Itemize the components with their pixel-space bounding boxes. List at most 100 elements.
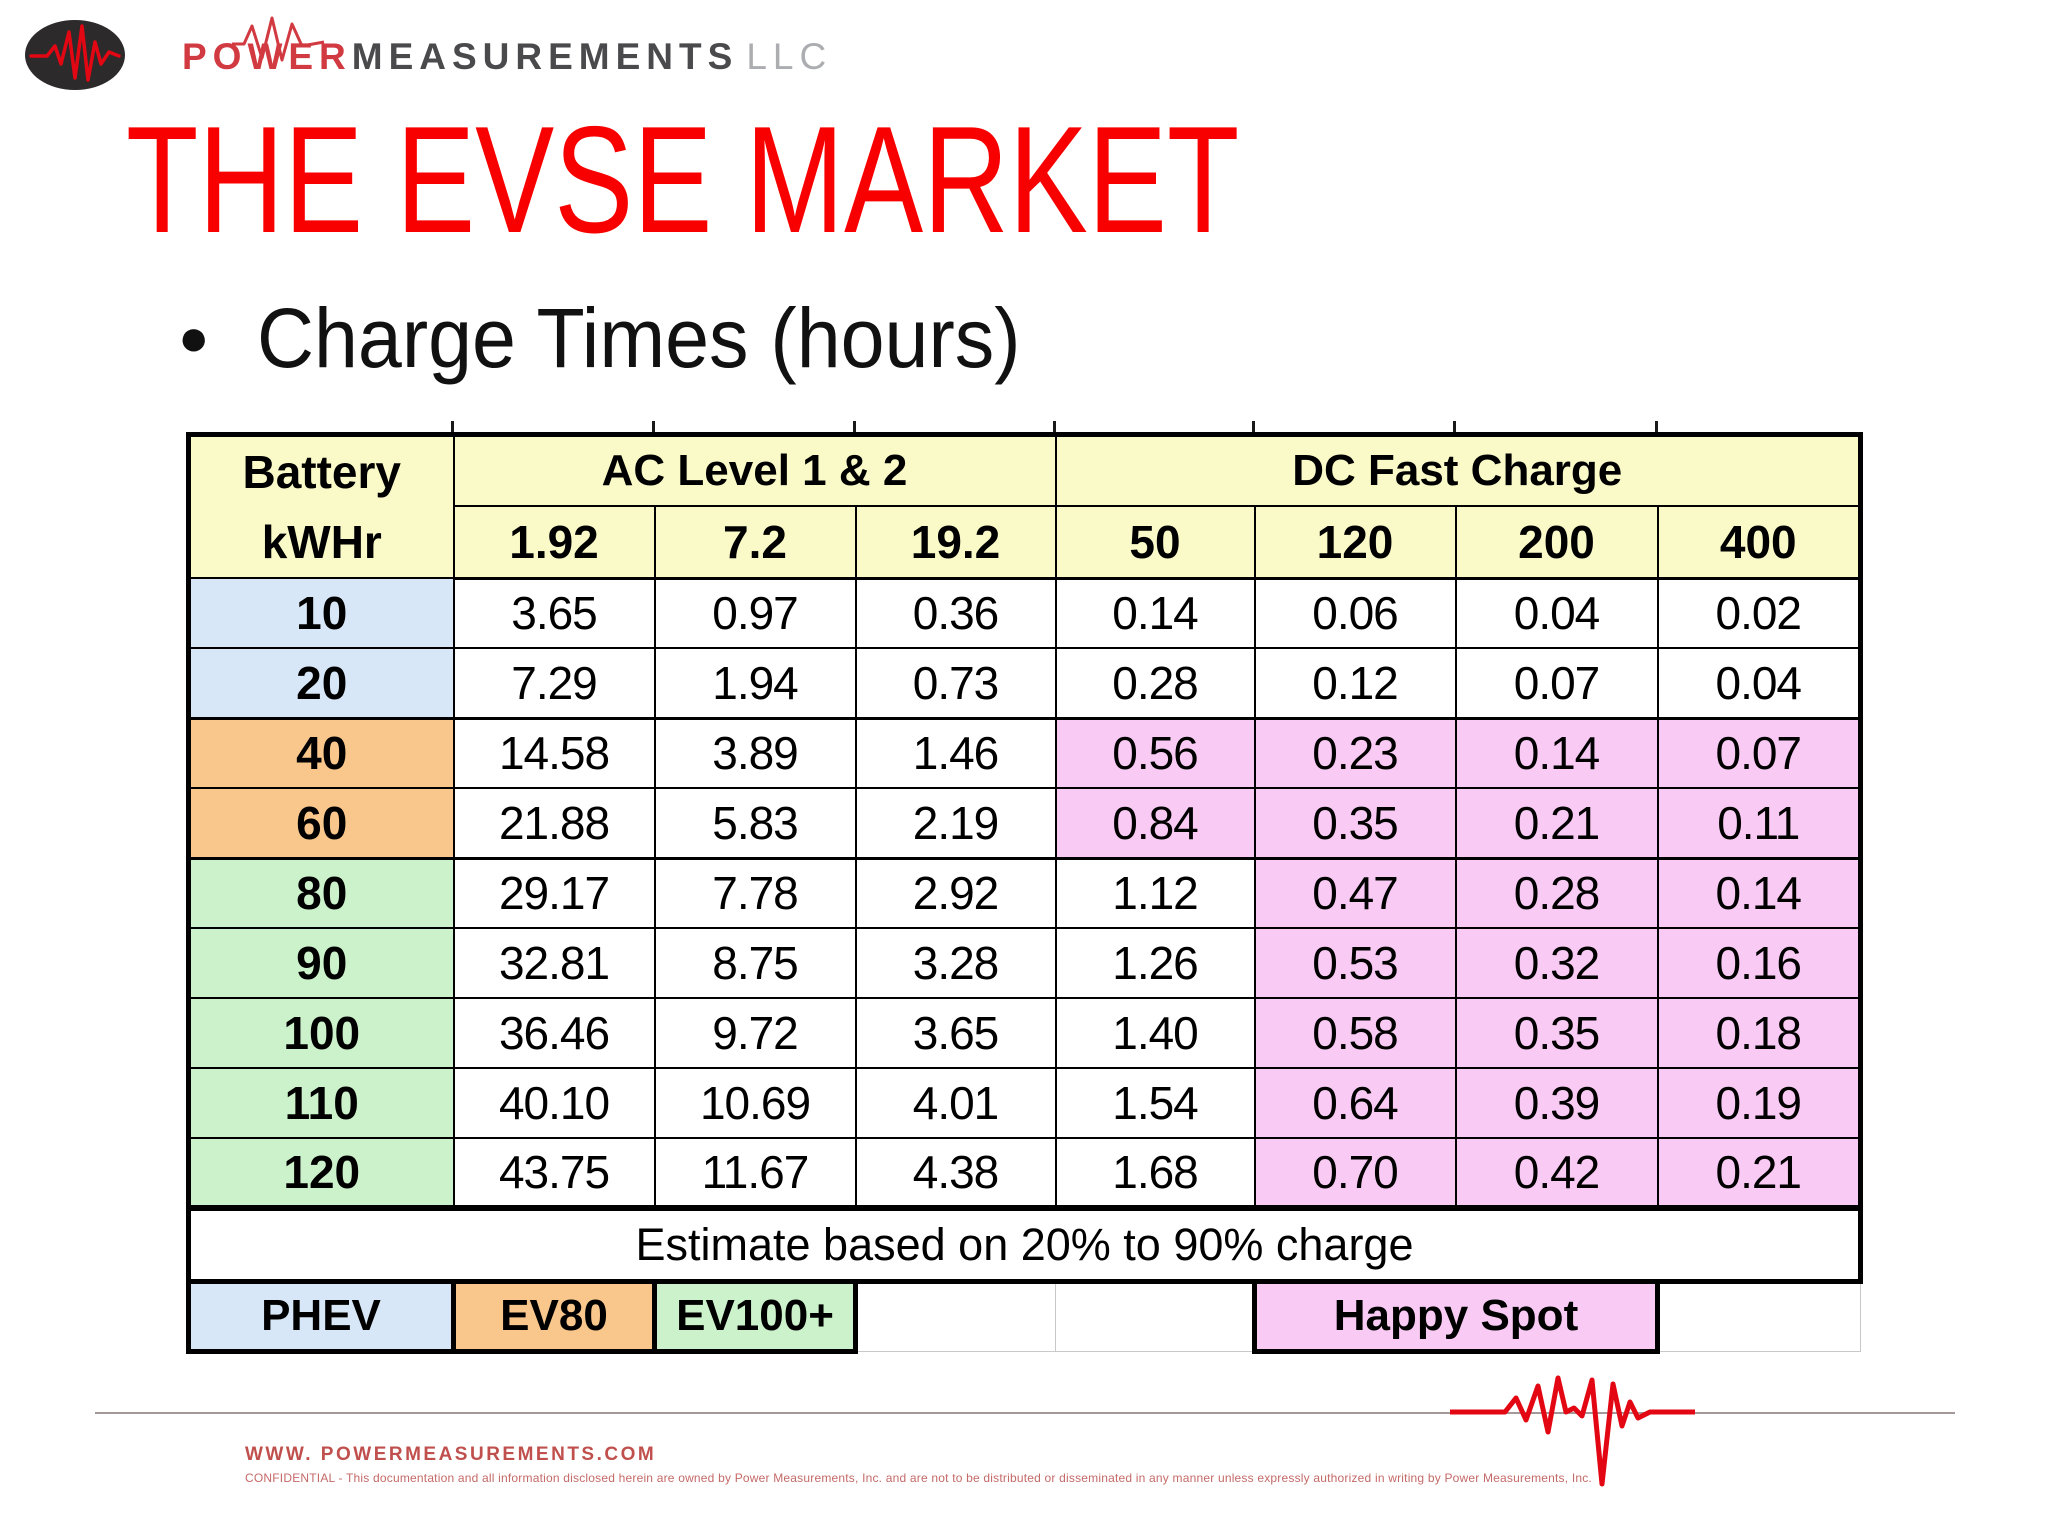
charge-time-cell: 0.53 [1253,927,1457,999]
kwhr-label: kWHr [261,516,382,568]
column-tick [451,421,454,432]
charge-time-cell: 1.40 [1054,997,1256,1069]
column-tick [1453,421,1456,432]
battery-kwhr-cell: 90 [186,927,455,999]
power-column-header: 120 [1253,505,1457,580]
charge-time-cell: 0.02 [1656,577,1863,649]
column-tick [1053,421,1056,432]
power-column-header: 200 [1454,505,1659,580]
charge-time-cell: 14.58 [452,716,656,789]
charge-time-cell: 0.32 [1454,927,1659,999]
legend-happy-cell: Happy Spot [1252,1278,1660,1354]
legend-empty-cell [1055,1280,1255,1352]
battery-kwhr-cell: 120 [186,1137,455,1209]
charge-time-cell: 0.73 [854,647,1057,719]
ac-group-header: AC Level 1 & 2 [452,432,1057,508]
slide-title: THE EVSE MARKET [126,95,1240,265]
battery-kwhr-cell: 60 [186,787,455,859]
column-tick [1655,421,1658,432]
charge-time-cell: 0.42 [1454,1137,1659,1209]
charge-time-cell: 32.81 [452,927,656,999]
battery-kwhr-cell: 100 [186,997,455,1069]
charge-time-cell: 0.28 [1054,647,1256,719]
logo-oval [25,20,125,90]
charge-time-cell: 40.10 [452,1067,656,1139]
charge-time-cell: 3.65 [854,997,1057,1069]
charge-time-cell: 2.19 [854,787,1057,859]
column-tick [1252,421,1255,432]
charge-time-cell: 29.17 [452,856,656,929]
charge-time-cell: 0.06 [1253,577,1457,649]
logo-measurements-text: MEASUREMENTS [351,36,739,77]
footer-confidential: CONFIDENTIAL - This documentation and al… [245,1471,1592,1485]
footer-heartbeat-icon [1450,1375,1695,1487]
charge-time-cell: 10.69 [653,1067,857,1139]
charge-time-cell: 0.56 [1054,716,1256,789]
charge-time-cell: 0.14 [1054,577,1256,649]
charge-time-cell: 3.65 [452,577,656,649]
charge-time-cell: 0.47 [1253,856,1457,929]
battery-kwhr-cell: 20 [186,647,455,719]
dc-group-header: DC Fast Charge [1054,432,1863,508]
power-column-header: 50 [1054,505,1256,580]
charge-time-cell: 36.46 [452,997,656,1069]
charge-time-cell: 4.01 [854,1067,1057,1139]
charge-time-cell: 7.29 [452,647,656,719]
charge-time-cell: 0.04 [1656,647,1863,719]
bullet-line: ● Charge Times (hours) [178,288,1070,388]
footer-divider [95,1412,1955,1414]
charge-time-cell: 0.11 [1656,787,1863,859]
logo-llc-text: LLC [746,36,833,77]
charge-time-cell: 0.28 [1454,856,1659,929]
charge-time-cell: 2.92 [854,856,1057,929]
charge-time-cell: 0.21 [1454,787,1659,859]
column-tick [853,421,856,432]
charge-time-cell: 1.26 [1054,927,1256,999]
charge-time-cell: 8.75 [653,927,857,999]
charge-time-cell: 0.35 [1454,997,1659,1069]
power-column-header: 400 [1656,505,1863,580]
charge-time-cell: 0.70 [1253,1137,1457,1209]
battery-header-cell: Battery kWHr [186,432,455,579]
power-column-header: 1.92 [452,505,656,580]
charge-time-cell: 0.18 [1656,997,1863,1069]
column-tick [652,421,655,432]
charge-time-cell: 0.14 [1454,716,1659,789]
charge-time-cell: 5.83 [653,787,857,859]
charge-time-cell: 3.89 [653,716,857,789]
charge-time-cell: 0.39 [1454,1067,1659,1139]
charge-time-cell: 21.88 [452,787,656,859]
charge-time-cell: 0.97 [653,577,857,649]
charge-time-cell: 0.12 [1253,647,1457,719]
power-column-header: 7.2 [653,505,857,580]
legend-empty-cell [1657,1280,1861,1352]
charge-time-cell: 11.67 [653,1137,857,1209]
charge-time-cell: 0.07 [1656,716,1863,789]
battery-label: Battery [242,446,401,498]
charge-time-cell: 0.36 [854,577,1057,649]
charge-time-cell: 1.46 [854,716,1057,789]
bullet-dot: ● [178,309,210,367]
charge-table-wrap: Battery kWHr AC Level 1 & 2 DC Fast Char… [186,421,1863,1354]
charge-time-cell: 0.84 [1054,787,1256,859]
charge-time-cell: 0.16 [1656,927,1863,999]
charge-time-cell: 4.38 [854,1137,1057,1209]
power-column-header: 19.2 [854,505,1057,580]
charge-time-cell: 7.78 [653,856,857,929]
charge-times-table: Battery kWHr AC Level 1 & 2 DC Fast Char… [186,432,1863,1354]
charge-time-cell: 0.04 [1454,577,1659,649]
legend-empty-cell [855,1280,1056,1352]
legend-phev-cell: PHEV [186,1278,456,1354]
charge-time-cell: 0.19 [1656,1067,1863,1139]
charge-time-cell: 0.58 [1253,997,1457,1069]
logo-w-waveform-icon [232,16,325,62]
charge-time-cell: 1.12 [1054,856,1256,929]
battery-kwhr-cell: 110 [186,1067,455,1139]
footer-website: WWW. POWERMEASUREMENTS.COM [245,1444,657,1465]
charge-time-cell: 1.94 [653,647,857,719]
charge-time-cell: 0.14 [1656,856,1863,929]
heartbeat-waveform-icon [29,24,121,82]
charge-time-cell: 0.64 [1253,1067,1457,1139]
charge-time-cell: 0.35 [1253,787,1457,859]
